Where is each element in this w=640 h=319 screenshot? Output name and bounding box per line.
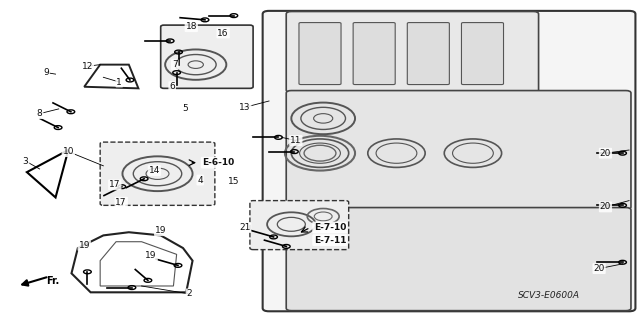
FancyBboxPatch shape: [407, 23, 449, 85]
FancyBboxPatch shape: [286, 91, 631, 210]
Text: 20: 20: [600, 203, 611, 211]
Text: 19: 19: [155, 226, 166, 235]
Text: 8: 8: [36, 109, 42, 118]
Text: 13: 13: [239, 103, 250, 112]
Text: 10: 10: [63, 147, 74, 156]
Text: 21: 21: [239, 223, 250, 232]
Text: 9: 9: [43, 68, 49, 77]
Text: Fr.: Fr.: [46, 276, 60, 286]
Text: 20: 20: [600, 149, 611, 158]
FancyBboxPatch shape: [299, 23, 341, 85]
Text: 16: 16: [218, 28, 229, 38]
FancyBboxPatch shape: [250, 201, 349, 250]
Text: E-7-11: E-7-11: [314, 236, 346, 245]
Text: 3: 3: [23, 157, 28, 166]
Text: 19: 19: [145, 251, 157, 260]
Text: 17: 17: [115, 198, 127, 207]
FancyBboxPatch shape: [353, 23, 395, 85]
Text: 20: 20: [593, 264, 605, 273]
Text: SCV3-E0600A: SCV3-E0600A: [518, 291, 580, 300]
FancyBboxPatch shape: [461, 23, 504, 85]
Text: 17: 17: [109, 180, 120, 189]
FancyBboxPatch shape: [262, 11, 636, 311]
Text: 7: 7: [172, 60, 177, 69]
FancyBboxPatch shape: [161, 25, 253, 88]
Text: 15: 15: [228, 177, 240, 186]
Text: 12: 12: [82, 62, 93, 71]
Text: 18: 18: [186, 22, 197, 31]
Text: 11: 11: [290, 136, 301, 145]
FancyBboxPatch shape: [286, 11, 539, 93]
Text: 1: 1: [116, 78, 122, 86]
FancyBboxPatch shape: [286, 208, 631, 311]
Text: E-6-10: E-6-10: [202, 158, 234, 167]
Text: 4: 4: [197, 175, 203, 185]
Text: 6: 6: [170, 82, 175, 91]
Text: 14: 14: [148, 166, 160, 175]
Text: 2: 2: [186, 289, 192, 298]
Text: 5: 5: [182, 104, 188, 113]
FancyBboxPatch shape: [100, 142, 215, 205]
Text: E-7-10: E-7-10: [314, 223, 346, 232]
Text: 19: 19: [79, 241, 90, 250]
